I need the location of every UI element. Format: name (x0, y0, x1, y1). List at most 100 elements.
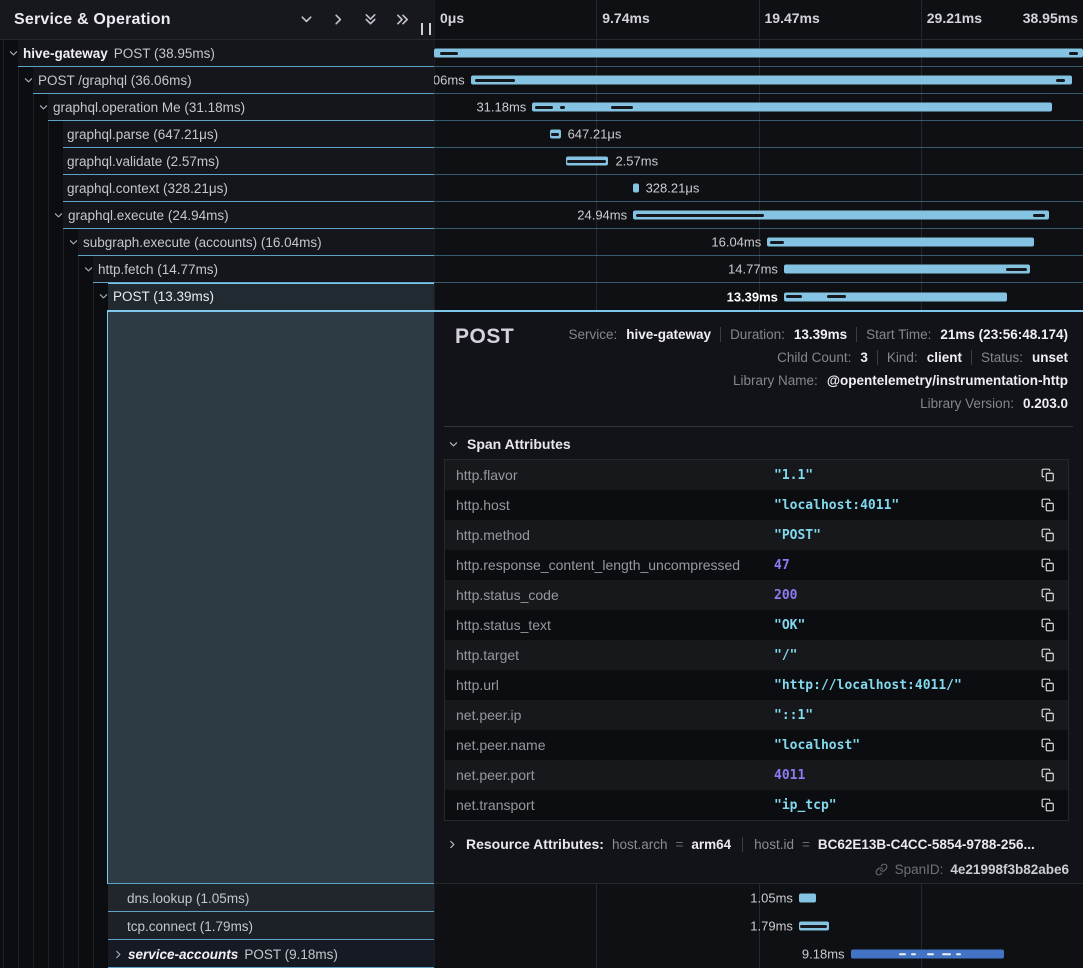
attribute-value: "POST" (774, 528, 1028, 543)
copy-icon[interactable] (1028, 588, 1068, 602)
copy-icon[interactable] (1028, 558, 1068, 572)
meta-label: Duration: (730, 327, 785, 342)
span-row[interactable]: graphql.validate (2.57ms) 2.57ms (0, 148, 1083, 175)
span-row-label-cell[interactable]: graphql.validate (2.57ms) (0, 148, 434, 175)
span-row-label-cell[interactable]: subgraph.execute (accounts) (16.04ms) (0, 229, 434, 256)
child-span-marker (800, 925, 827, 928)
span-bar[interactable] (566, 157, 609, 166)
chevron-down-icon[interactable] (448, 439, 459, 450)
operation-name: POST (13.39ms) (113, 289, 214, 304)
copy-icon[interactable] (1028, 738, 1068, 752)
copy-icon[interactable] (1028, 798, 1068, 812)
span-bar[interactable] (851, 950, 1004, 959)
span-row[interactable]: tcp.connect (1.79ms)1.79ms (0, 912, 1083, 940)
child-span-marker (551, 133, 559, 136)
chevron-down-icon[interactable] (8, 48, 22, 59)
span-row-label-cell[interactable]: hive-gatewayPOST (38.95ms) (0, 40, 434, 67)
resize-handle-icon[interactable] (421, 23, 431, 35)
span-row-timeline-cell[interactable]: 31.18ms (434, 94, 1083, 121)
span-row-label-cell[interactable]: service-accountsPOST (9.18ms) (0, 940, 434, 968)
span-row-timeline-cell[interactable]: 1.79ms (434, 912, 1083, 940)
span-row-label-cell[interactable]: graphql.execute (24.94ms) (0, 202, 434, 229)
span-bar[interactable] (784, 265, 1030, 274)
span-row-timeline-cell[interactable]: 36.06ms (434, 67, 1083, 94)
span-row[interactable]: graphql.context (328.21μs) 328.21μs (0, 175, 1083, 202)
chevron-down-icon[interactable] (53, 210, 67, 221)
detail-meta-line: Library Name:@opentelemetry/instrumentat… (733, 373, 1068, 388)
span-bar[interactable] (633, 184, 638, 193)
attribute-key: http.target (445, 647, 774, 663)
span-bar[interactable] (784, 292, 1007, 301)
span-row[interactable]: hive-gatewayPOST (38.95ms) (0, 40, 1083, 67)
resource-attributes-row[interactable]: Resource Attributes:host.arch=arm64host.… (447, 836, 1069, 852)
child-span-marker (1069, 52, 1078, 55)
span-row-timeline-cell[interactable]: 1.05ms (434, 884, 1083, 912)
span-row-label-cell[interactable]: POST (13.39ms) (0, 283, 434, 310)
chevron-down-icon[interactable] (68, 237, 82, 248)
chevron-right-icon[interactable] (113, 949, 127, 960)
chevron-down-icon[interactable] (83, 264, 97, 275)
span-row-label-cell[interactable]: POST /graphql (36.06ms) (0, 67, 434, 94)
span-bar[interactable] (633, 211, 1049, 220)
copy-icon[interactable] (1028, 708, 1068, 722)
span-id-value: 4e21998f3b82abe6 (950, 862, 1069, 877)
copy-icon[interactable] (1028, 498, 1068, 512)
double-chevron-down-icon[interactable] (362, 12, 378, 28)
span-row[interactable]: POST /graphql (36.06ms)36.06ms (0, 67, 1083, 94)
chevron-right-icon[interactable] (330, 12, 346, 28)
span-row[interactable]: dns.lookup (1.05ms)1.05ms (0, 884, 1083, 912)
span-row-timeline-cell[interactable]: 9.18ms (434, 940, 1083, 968)
copy-icon[interactable] (1028, 678, 1068, 692)
link-icon[interactable] (875, 863, 888, 876)
copy-icon[interactable] (1028, 648, 1068, 662)
span-bar[interactable] (471, 76, 1072, 85)
operation-name: graphql.validate (2.57ms) (67, 154, 219, 169)
span-row-timeline-cell[interactable] (434, 40, 1083, 67)
ruler-tick-label: 38.95ms (1023, 10, 1078, 26)
span-row-label-cell[interactable]: tcp.connect (1.79ms) (0, 912, 434, 940)
copy-icon[interactable] (1028, 468, 1068, 482)
chevron-right-icon[interactable] (447, 839, 458, 850)
span-row-timeline-cell[interactable]: 13.39ms (434, 283, 1083, 310)
span-row-label-cell[interactable]: graphql.operation Me (31.18ms) (0, 94, 434, 121)
copy-icon[interactable] (1028, 768, 1068, 782)
span-row-timeline-cell[interactable]: 647.21μs (434, 121, 1083, 148)
operation-name: POST (9.18ms) (244, 947, 338, 962)
attribute-row: http.status_code200 (445, 580, 1068, 610)
span-row-timeline-cell[interactable]: 2.57ms (434, 148, 1083, 175)
span-attributes-header[interactable]: Span Attributes (448, 436, 1069, 452)
span-bar[interactable] (799, 922, 829, 931)
span-bar[interactable] (767, 238, 1034, 247)
copy-icon[interactable] (1028, 528, 1068, 542)
span-row-label-cell[interactable]: graphql.parse (647.21μs) (0, 121, 434, 148)
chevron-down-icon[interactable] (38, 102, 52, 113)
chevron-down-icon[interactable] (98, 291, 112, 302)
meta-separator (856, 327, 857, 342)
span-id-row: SpanID: 4e21998f3b82abe6 (434, 862, 1069, 877)
span-row-label-cell[interactable]: graphql.context (328.21μs) (0, 175, 434, 202)
span-row[interactable]: graphql.execute (24.94ms)24.94ms (0, 202, 1083, 229)
span-label: http.fetch (14.77ms) (83, 256, 218, 283)
chevron-down-icon[interactable] (298, 12, 314, 28)
span-bar[interactable] (532, 103, 1052, 112)
span-row-timeline-cell[interactable]: 16.04ms (434, 229, 1083, 256)
span-bar[interactable] (799, 894, 816, 903)
span-row-timeline-cell[interactable]: 24.94ms (434, 202, 1083, 229)
span-row[interactable]: subgraph.execute (accounts) (16.04ms)16.… (0, 229, 1083, 256)
tree-header-title: Service & Operation (0, 11, 171, 29)
span-bar[interactable] (550, 130, 561, 139)
span-row[interactable]: graphql.parse (647.21μs)647.21μs (0, 121, 1083, 148)
span-row[interactable]: http.fetch (14.77ms) 14.77ms (0, 256, 1083, 283)
span-label: graphql.context (328.21μs) (53, 175, 228, 202)
span-row[interactable]: graphql.operation Me (31.18ms)31.18ms (0, 94, 1083, 121)
chevron-down-icon[interactable] (23, 75, 37, 86)
span-row-timeline-cell[interactable]: 328.21μs (434, 175, 1083, 202)
span-row[interactable]: service-accountsPOST (9.18ms)9.18ms (0, 940, 1083, 968)
span-bar[interactable] (434, 49, 1083, 58)
span-row[interactable]: POST (13.39ms) 13.39ms (0, 283, 1083, 310)
span-row-timeline-cell[interactable]: 14.77ms (434, 256, 1083, 283)
double-chevron-right-icon[interactable] (394, 12, 410, 28)
span-row-label-cell[interactable]: dns.lookup (1.05ms) (0, 884, 434, 912)
span-row-label-cell[interactable]: http.fetch (14.77ms) (0, 256, 434, 283)
copy-icon[interactable] (1028, 618, 1068, 632)
